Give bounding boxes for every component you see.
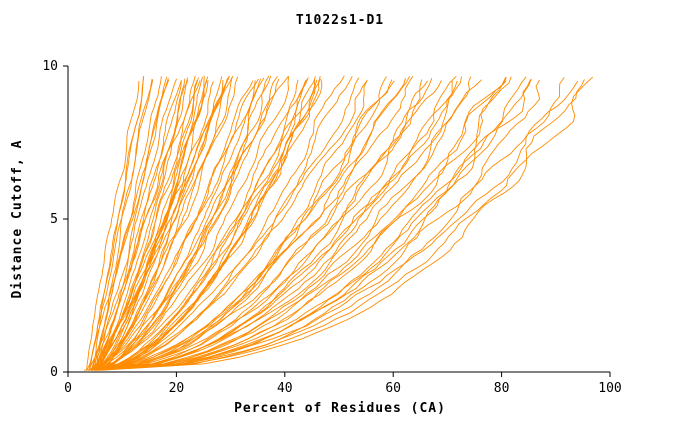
model-curve (95, 79, 541, 371)
model-curve (91, 75, 414, 371)
model-curve (93, 78, 178, 371)
model-curve (90, 79, 531, 371)
model-curve (99, 77, 309, 371)
chart-title: T1022s1-D1 (295, 13, 385, 28)
y-axis-label: Distance Cutoff, A (10, 139, 25, 299)
model-curve (101, 80, 254, 371)
model-curve (95, 76, 594, 371)
model-curve (100, 76, 410, 371)
model-curve (91, 75, 345, 371)
model-curve (90, 80, 209, 371)
model-curve (98, 78, 532, 371)
model-curve (92, 75, 145, 371)
model-curve (99, 76, 527, 371)
model-curve (101, 79, 585, 371)
model-curve (94, 79, 483, 371)
x-tick-label: 40 (277, 381, 293, 396)
model-curve (91, 80, 256, 371)
model-curve (91, 76, 162, 371)
x-tick-label: 0 (64, 381, 72, 396)
model-curve (90, 75, 230, 371)
model-curve (93, 76, 230, 371)
model-curves (83, 75, 594, 371)
model-curve (88, 79, 154, 371)
y-tick-label: 5 (50, 212, 58, 227)
model-curve (88, 78, 259, 371)
model-curve (95, 75, 457, 371)
model-curve (88, 75, 196, 371)
model-curve (88, 76, 462, 371)
model-curve (90, 76, 233, 371)
model-curve (91, 77, 433, 371)
model-curve (96, 80, 442, 371)
model-curve (95, 77, 406, 371)
model-curve (94, 80, 182, 371)
y-tick-label: 10 (42, 59, 58, 74)
model-curve (102, 80, 306, 371)
x-tick-label: 60 (385, 381, 401, 396)
model-curve (92, 76, 472, 371)
model-curve (102, 76, 203, 371)
model-curve (92, 76, 168, 371)
tick-labels: 0 20 40 60 80 100 0 5 10 (42, 59, 621, 396)
model-curve (91, 79, 299, 371)
model-curve (91, 76, 278, 371)
model-curve (95, 75, 234, 371)
model-curve (94, 77, 199, 371)
x-axis-label: Percent of Residues (CA) (234, 401, 446, 416)
model-curve (91, 80, 428, 371)
x-tick-label: 100 (598, 381, 621, 396)
model-curve (83, 80, 579, 371)
model-curve (91, 76, 290, 371)
model-curve (96, 76, 289, 371)
model-curve (95, 80, 458, 371)
model-curve (93, 77, 507, 371)
model-curve (87, 77, 565, 371)
model-curve (90, 77, 360, 371)
model-curve (86, 79, 170, 371)
model-curve (99, 79, 423, 371)
model-curve (100, 78, 322, 371)
model-curve (95, 80, 182, 371)
y-tick-label: 0 (50, 365, 58, 380)
model-curve (95, 76, 239, 371)
model-curve (86, 80, 140, 371)
axis-lines (67, 66, 610, 373)
model-curve (102, 80, 368, 371)
x-tick-label: 80 (494, 381, 510, 396)
model-curve (96, 77, 189, 371)
model-curve (96, 76, 316, 371)
axes (63, 65, 611, 377)
x-tick-label: 20 (169, 381, 185, 396)
model-curve (91, 76, 512, 371)
